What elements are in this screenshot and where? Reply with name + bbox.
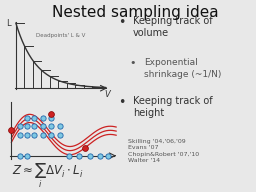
Text: $Z \approx \sum_i \Delta V_i \cdot L_i$: $Z \approx \sum_i \Delta V_i \cdot L_i$: [12, 162, 83, 190]
Text: •: •: [118, 96, 126, 109]
Text: •: •: [130, 59, 136, 69]
Text: Skilling '04,'06,'09
Evans '07
Chopin&Robert '07,'10
Walter '14: Skilling '04,'06,'09 Evans '07 Chopin&Ro…: [128, 139, 199, 163]
Text: Deadpoints' L & V: Deadpoints' L & V: [36, 33, 85, 38]
Text: Keeping track of
volume: Keeping track of volume: [133, 16, 212, 38]
Text: Exponential
shrinkage (~1/N): Exponential shrinkage (~1/N): [144, 59, 221, 79]
Text: L: L: [6, 19, 11, 28]
Text: •: •: [118, 16, 126, 29]
Text: Keeping track of
height: Keeping track of height: [133, 96, 212, 118]
Text: Nested sampling idea: Nested sampling idea: [52, 5, 219, 20]
Text: V: V: [104, 89, 110, 98]
